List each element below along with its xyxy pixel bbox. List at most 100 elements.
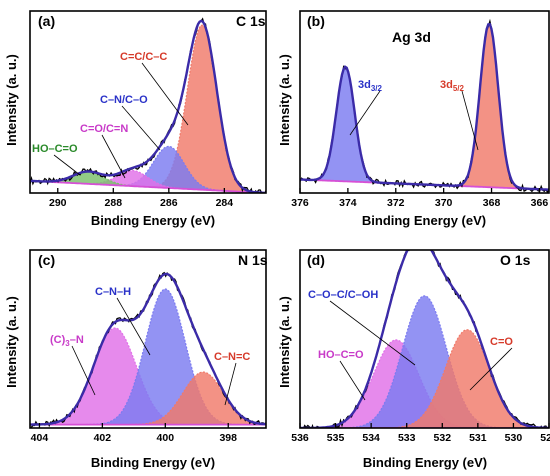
peak-annotation: C=C/C–C	[120, 51, 167, 63]
x-tick-label: 529	[540, 432, 550, 444]
panel-d-xlabel: Binding Energy (eV)	[363, 455, 487, 470]
annotation-text: 3d	[358, 79, 371, 91]
peak-red-fill	[300, 23, 549, 191]
panel-a-title: C 1s	[236, 13, 266, 29]
peak-annotation: C=O	[490, 336, 513, 348]
panel-d-letter: (d)	[307, 252, 325, 268]
x-tick-label: 534	[362, 432, 380, 444]
peak-blue-fill	[300, 65, 549, 191]
annotation-text: C–N=C	[214, 351, 250, 363]
peak-green-fill	[30, 171, 266, 193]
panel-c: (c) N 1s Intensity (a. u.) Binding Energ…	[4, 249, 268, 470]
x-tick-label: 400	[157, 432, 175, 444]
panel-d-plot: 536 535 534 533 532 531 530 529 HO–C=O C–O–C/C–OH…	[291, 249, 550, 444]
annotation-leader	[469, 347, 513, 391]
annotation-text: C–N/C–O	[100, 94, 148, 106]
plot-frame	[299, 10, 550, 194]
annotation-text: 3d	[440, 79, 453, 91]
panel-b: (b) Ag 3d Intensity (a. u.) Binding Ener…	[277, 10, 550, 228]
x-tick-label: 286	[160, 197, 178, 209]
x-tick-label: 370	[435, 197, 453, 209]
annotation-leader	[141, 62, 189, 126]
annotation-text: HO–C=O	[32, 143, 78, 155]
x-tick-label: 366	[531, 197, 549, 209]
panel-a: (a) C 1s Intensity (a. u.) Binding Energ…	[4, 10, 267, 228]
peak-annotation: HO–C=O	[318, 349, 364, 361]
panel-c-letter: (c)	[38, 252, 55, 268]
peak-magenta-fill	[300, 339, 549, 428]
peak-annotation: C–N–H	[95, 286, 131, 298]
annotation-leader	[349, 90, 381, 136]
peak-annotation: C–O–C/C–OH	[308, 289, 378, 301]
annotation-leader	[224, 362, 237, 406]
peak-annotation: C–N/C–O	[100, 94, 148, 106]
annotation-leader	[329, 300, 416, 366]
plot-frame	[29, 249, 267, 429]
plot-frame	[299, 249, 550, 429]
panel-b-xlabel: Binding Energy (eV)	[362, 213, 486, 228]
panel-a-ylabel: Intensity (a. u.)	[4, 54, 19, 146]
peak-annotation: HO–C=O	[32, 143, 78, 155]
panel-b-ylabel: Intensity (a. u.)	[277, 54, 292, 146]
x-tick-label: 374	[339, 197, 357, 209]
peak-annotation: 3d5/2	[440, 79, 465, 93]
panel-a-xlabel: Binding Energy (eV)	[91, 213, 215, 228]
annotation-subscript: 3/2	[371, 84, 383, 93]
annotation-leader	[53, 154, 81, 176]
peak-annotation: 3d3/2	[358, 79, 383, 93]
annotation-text-tail: –N	[70, 334, 84, 346]
annotation-text: C=C/C–C	[120, 51, 167, 63]
x-tick-label: 530	[505, 432, 523, 444]
x-tick-label: 532	[434, 432, 452, 444]
x-tick-label: 290	[49, 197, 67, 209]
x-tick-label: 531	[469, 432, 487, 444]
peak-annotation: C=O/C=N	[80, 123, 128, 135]
panel-c-plot: 404 402 400 398 (C)3–N C–N–H C–N=C	[29, 249, 267, 444]
envelope-line	[300, 23, 549, 191]
panel-d: (d) O 1s Intensity (a. u.) Binding Energ…	[277, 249, 550, 470]
plot-area	[300, 18, 549, 193]
panel-b-title: Ag 3d	[392, 29, 431, 45]
annotation-text: C=O	[490, 336, 513, 348]
x-tick-label: 368	[483, 197, 501, 209]
envelope-line	[300, 250, 549, 428]
plot-frame	[29, 10, 267, 194]
x-tick-label: 536	[291, 432, 309, 444]
panel-c-ylabel: Intensity (a. u.)	[4, 296, 19, 388]
x-tick-label: 376	[291, 197, 309, 209]
x-tick-label: 533	[398, 432, 416, 444]
annotation-text: HO–C=O	[318, 349, 364, 361]
panel-b-letter: (b)	[307, 13, 325, 29]
annotation-text: C=O/C=N	[80, 123, 128, 135]
x-tick-label: 402	[94, 432, 112, 444]
x-tick-label: 398	[219, 432, 237, 444]
annotation-subscript: 5/2	[453, 84, 465, 93]
annotation-text: C–N–H	[95, 286, 131, 298]
x-tick-label: 535	[327, 432, 345, 444]
envelope-line	[30, 19, 266, 193]
annotation-leader	[71, 345, 96, 396]
background-line	[30, 180, 266, 193]
panel-c-title: N 1s	[238, 252, 268, 268]
x-tick-label: 404	[31, 432, 49, 444]
annotation-subscript: 3	[65, 339, 70, 348]
panel-a-plot: 290 288 286 284 C=C/C–C C–N/C–O C=O/C=NHO–C=O	[29, 10, 267, 209]
peak-blue-fill	[300, 295, 549, 428]
panel-a-letter: (a)	[38, 13, 55, 29]
peak-annotation: (C)3–N	[50, 334, 84, 348]
annotation-leader	[101, 134, 126, 179]
x-tick-label: 372	[387, 197, 405, 209]
annotation-leader	[116, 297, 151, 356]
annotation-text: (C)	[50, 334, 66, 346]
annotation-leader	[461, 90, 479, 151]
x-tick-label: 284	[216, 197, 234, 209]
panel-d-ylabel: Intensity (a. u.)	[277, 296, 292, 388]
peak-annotation: C–N=C	[214, 351, 250, 363]
panel-d-title: O 1s	[500, 252, 531, 268]
x-tick-label: 288	[105, 197, 123, 209]
plot-area	[30, 17, 266, 193]
annotation-text: C–O–C/C–OH	[308, 289, 378, 301]
annotation-leader	[339, 360, 366, 401]
